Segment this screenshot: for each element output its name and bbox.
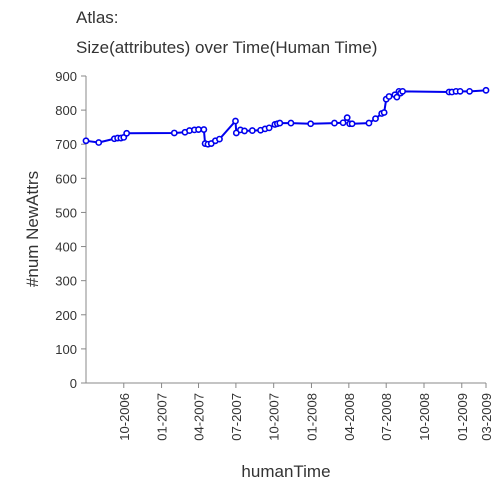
y-tick-label: 300 <box>55 274 77 289</box>
data-point <box>241 127 248 135</box>
y-tick-label: 0 <box>70 376 77 391</box>
data-point <box>380 109 388 116</box>
series-layer <box>82 86 490 148</box>
data-point <box>232 117 239 125</box>
data-point <box>385 93 393 100</box>
data-point <box>482 86 490 94</box>
y-tick-label: 200 <box>55 308 77 323</box>
data-point <box>343 114 351 122</box>
x-tick-label: 10-2006 <box>117 393 132 441</box>
data-point <box>399 87 407 95</box>
y-axis-label: #num NewAttrs <box>23 171 42 287</box>
x-tick-label: 04-2007 <box>192 393 207 441</box>
axes: 0 100 200 300 400 500 600 700 800 900 10-2006 01-20… <box>55 69 494 441</box>
x-tick-label: 10-2008 <box>417 393 432 441</box>
data-point <box>170 129 178 137</box>
y-tick-label: 900 <box>55 69 77 84</box>
data-point <box>123 129 131 137</box>
data-point <box>365 119 373 127</box>
data-point <box>216 135 223 143</box>
data-point <box>287 119 295 127</box>
data-point <box>195 126 202 133</box>
x-axis-label: humanTime <box>241 462 330 481</box>
y-tick-label: 400 <box>55 240 77 255</box>
data-point <box>248 127 256 134</box>
x-tick-label: 03-2009 <box>479 393 494 441</box>
x-tick-label: 10-2007 <box>267 393 282 441</box>
y-tick-label: 600 <box>55 171 77 186</box>
y-tick-label: 100 <box>55 342 77 357</box>
series-line <box>85 89 487 146</box>
data-point <box>466 87 473 95</box>
x-tick-label: 07-2007 <box>229 393 244 441</box>
data-point <box>393 93 401 101</box>
data-point <box>95 139 103 146</box>
x-tick-label: 01-2009 <box>455 393 470 441</box>
data-point <box>339 119 347 127</box>
data-point <box>200 126 208 133</box>
y-tick-label: 800 <box>55 103 77 118</box>
chart-title-line-1: Atlas: <box>76 8 119 27</box>
data-point <box>82 137 90 145</box>
y-tick-label: 700 <box>55 137 77 152</box>
data-point <box>348 120 356 128</box>
data-point <box>456 87 464 95</box>
x-tick-label: 07-2008 <box>379 393 394 441</box>
data-point <box>276 119 284 127</box>
x-tick-label: 01-2007 <box>155 393 170 441</box>
x-tick-label: 04-2008 <box>342 393 357 441</box>
data-point <box>265 124 273 132</box>
y-tick-label: 500 <box>55 205 77 220</box>
chart-title-line-2: Size(attributes) over Time(Human Time) <box>76 38 378 57</box>
x-tick-label: 01-2008 <box>304 393 319 441</box>
data-point <box>331 119 338 127</box>
data-point <box>372 115 379 123</box>
data-point <box>307 120 315 128</box>
